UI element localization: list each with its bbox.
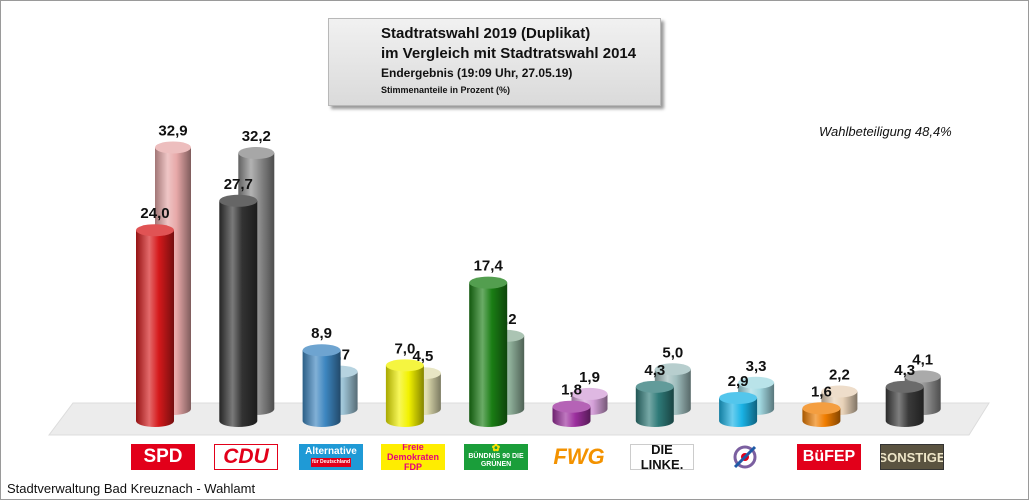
party-logo-gruene: ✿ BÜNDNIS 90 DIE GRÜNEN [464,444,528,470]
party-logo-subtext: für Deutschland [311,457,351,467]
unit-note: Stimmenanteile in Prozent (%) [381,85,511,95]
party-logo-text: BüFEP [802,448,856,465]
party-logo-text: SONSTIGE [880,449,944,465]
value-label: 17,4 [474,258,504,275]
value-label: 1,8 [561,382,582,399]
party-logo-buefep: BüFEP [797,444,861,470]
bars-layer: 32,924,032,227,74,78,94,57,09,217,41,91,… [136,122,941,427]
bar-fdp-2019 [385,359,424,427]
value-label: 4,3 [644,362,665,379]
value-label: 8,9 [311,325,332,342]
party-logo-text: DIE LINKE. [640,444,684,470]
value-label: 4,1 [912,351,933,368]
bar-b-fep-2019 [802,402,841,427]
chart-title: Stadtratswahl 2019 (Duplikat) [381,25,591,42]
chart-subtitle: im Vergleich mit Stadtratswahl 2014 [381,45,637,62]
party-logo-piraten [713,444,777,470]
party-logo-fwg: FWG [547,444,611,470]
party-logo-linke: DIE LINKE. [630,444,694,470]
value-label: 1,9 [579,369,600,386]
value-label: 4,3 [894,362,915,379]
party-logo-fdp: Freie Demokraten FDP [381,444,445,470]
party-logo-text: Freie Demokraten [386,444,440,462]
party-logo-cdu: CDU [214,444,278,470]
result-status: Endergebnis (19:09 Uhr, 27.05.19) [381,66,573,80]
bar-spd-2019 [136,224,174,427]
party-logo-subtext: FDP [404,462,422,470]
value-label: 7,0 [394,340,415,357]
value-label: 27,7 [224,176,253,193]
bar-fwg-2019 [552,400,591,427]
bar-piraten-2019 [719,391,758,427]
value-label: 5,0 [662,344,683,361]
pirate-emblem-icon [733,445,757,469]
sunflower-icon: ✿ [491,444,501,454]
title-box: Stadtratswahl 2019 (Duplikat) im Verglei… [328,18,661,106]
party-logo-sonstige: SONSTIGE [880,444,944,470]
bar-cdu-2019 [219,194,258,427]
bar-afd-2019 [302,344,341,427]
party-logo-text: BÜNDNIS 90 DIE GRÜNEN [468,453,524,468]
party-logo-spd: SPD [131,444,195,470]
party-logo-text: CDU [223,445,269,468]
bar-gr-ne-2019 [469,276,508,427]
footer-source: Stadtverwaltung Bad Kreuznach - Wahlamt [7,481,256,496]
value-label: 1,6 [811,383,832,400]
value-label: 32,2 [242,128,271,145]
value-label: 3,3 [746,358,767,375]
bar-sonstige-2019 [885,380,924,427]
value-label: 32,9 [158,122,187,139]
party-logo-text: Alternative [305,445,357,457]
party-logo-afd: Alternative für Deutschland [299,444,363,470]
bar-die-linke-2019 [635,380,674,427]
value-label: 24,0 [140,205,169,222]
value-label: 2,2 [829,367,850,384]
turnout-label: Wahlbeteiligung 48,4% [819,124,952,139]
value-label: 2,9 [728,373,749,390]
party-logo-text: FWG [553,444,605,469]
party-logo-text: SPD [143,446,183,467]
